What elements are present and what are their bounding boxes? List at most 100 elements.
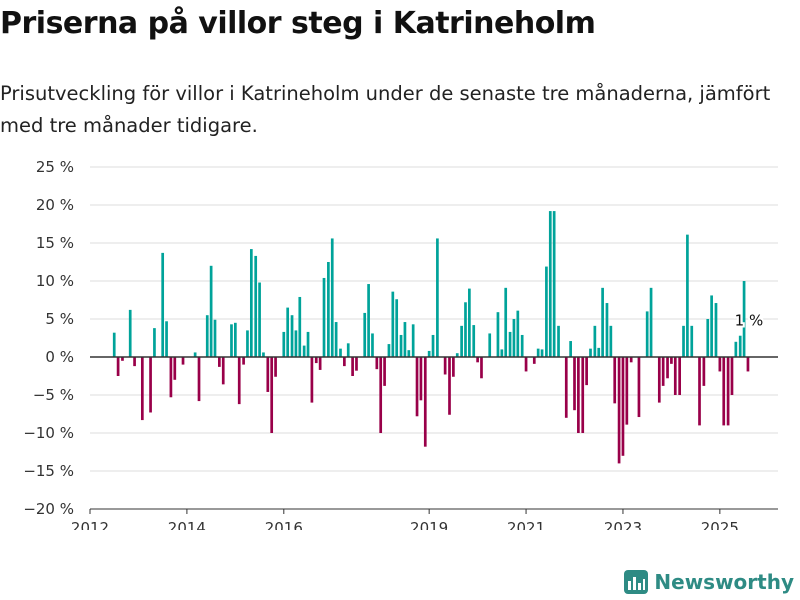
bar-negative bbox=[564, 357, 568, 418]
bar-negative bbox=[452, 357, 455, 377]
y-axis-ticks: −20 % −15 % −10 % −5 % 0 % 5 % 10 % 15 % 20 % 25 … bbox=[23, 158, 74, 518]
x-tick-label: 2016 bbox=[265, 519, 303, 530]
bar-negative bbox=[173, 357, 177, 380]
bar-positive bbox=[254, 255, 258, 357]
x-tick-label: 2012 bbox=[71, 519, 109, 530]
bar-positive bbox=[500, 349, 504, 357]
bar-positive bbox=[205, 315, 209, 357]
y-tick-label: −15 % bbox=[23, 462, 74, 480]
bar-negative bbox=[116, 357, 120, 376]
bar-positive bbox=[258, 282, 261, 357]
bar-negative bbox=[476, 357, 479, 363]
bar-positive bbox=[112, 332, 116, 357]
bar-positive bbox=[742, 281, 746, 357]
bar-negative bbox=[270, 357, 274, 433]
bar-positive bbox=[363, 312, 367, 357]
bar-negative bbox=[670, 357, 673, 364]
bar-positive bbox=[427, 350, 431, 357]
bar-negative bbox=[355, 357, 358, 371]
bar-negative bbox=[629, 357, 633, 363]
bar-positive bbox=[330, 238, 334, 357]
y-tick-label: −10 % bbox=[23, 424, 74, 442]
bar-positive bbox=[460, 325, 463, 357]
bar-positive bbox=[609, 325, 613, 357]
bar-positive bbox=[520, 334, 524, 357]
bar-negative bbox=[181, 357, 185, 365]
bar-negative bbox=[121, 357, 124, 361]
bar-negative bbox=[617, 357, 621, 464]
x-axis-ticks: 2012 2014 2016 2019 2021 2023 2025 bbox=[71, 509, 739, 530]
bar-positive bbox=[552, 211, 556, 357]
bar-negative bbox=[419, 357, 423, 401]
bar-negative bbox=[746, 357, 750, 372]
bar-positive bbox=[249, 249, 253, 357]
bar-negative bbox=[375, 357, 379, 370]
bar-positive bbox=[302, 345, 306, 357]
bar-negative bbox=[726, 357, 730, 426]
bar-positive bbox=[548, 211, 552, 357]
bar-positive bbox=[391, 291, 395, 357]
y-tick-label: 25 % bbox=[36, 158, 74, 176]
bar-negative bbox=[423, 357, 427, 447]
y-tick-label: −5 % bbox=[33, 386, 74, 404]
bar-chart-logo-icon bbox=[624, 570, 649, 594]
bar-negative bbox=[197, 357, 201, 402]
bar-negative bbox=[637, 357, 641, 418]
bar-positive bbox=[569, 341, 572, 357]
bar-negative bbox=[448, 357, 451, 415]
newsworthy-brand: Newsworthy bbox=[624, 570, 794, 594]
bar-positive bbox=[464, 302, 467, 357]
bar-positive bbox=[298, 296, 302, 357]
bar-positive bbox=[738, 335, 742, 357]
bar-negative bbox=[169, 357, 173, 398]
bar-negative bbox=[379, 357, 383, 433]
bar-positive bbox=[686, 234, 689, 357]
bar-negative bbox=[343, 357, 346, 367]
axes bbox=[90, 356, 778, 510]
bar-positive bbox=[710, 295, 713, 357]
bar-positive bbox=[153, 328, 156, 357]
bar-negative bbox=[383, 357, 386, 386]
bar-positive bbox=[436, 238, 439, 357]
bar-negative bbox=[415, 357, 419, 417]
bar-positive bbox=[387, 344, 391, 357]
bar-positive bbox=[411, 324, 415, 357]
bar-negative bbox=[318, 357, 322, 370]
bar-positive bbox=[395, 299, 399, 357]
bar-positive bbox=[234, 322, 237, 357]
x-tick-label: 2014 bbox=[168, 519, 206, 530]
y-tick-label: 5 % bbox=[45, 310, 74, 328]
bar-positive bbox=[346, 343, 350, 357]
chart-title: Priserna på villor steg i Katrineholm bbox=[0, 6, 596, 41]
bar-positive bbox=[367, 284, 370, 357]
bar-negative bbox=[351, 357, 354, 376]
bar-positive bbox=[706, 319, 710, 357]
bar-negative bbox=[221, 357, 225, 385]
bar-negative bbox=[577, 357, 580, 433]
bar-negative bbox=[314, 357, 318, 364]
bar-positive bbox=[536, 348, 540, 357]
bar-negative bbox=[613, 357, 617, 404]
bar-positive bbox=[649, 287, 653, 357]
annotations: 1 % bbox=[733, 309, 766, 331]
bar-positive bbox=[516, 310, 520, 357]
bar-positive bbox=[290, 315, 294, 357]
bar-positive bbox=[593, 325, 597, 357]
bar-negative bbox=[133, 357, 136, 367]
y-tick-label: −20 % bbox=[23, 500, 74, 518]
bar-positive bbox=[339, 348, 342, 357]
bar-negative bbox=[310, 357, 314, 403]
bar-positive bbox=[508, 331, 512, 357]
bar-positive bbox=[714, 303, 718, 357]
bar-negative bbox=[718, 357, 722, 372]
y-tick-label: 10 % bbox=[36, 272, 74, 290]
bar-positive bbox=[371, 333, 374, 357]
bar-positive bbox=[165, 321, 168, 357]
bar-negative bbox=[573, 357, 576, 411]
bar-positive bbox=[306, 331, 310, 357]
bar-positive bbox=[286, 307, 290, 357]
bar-positive bbox=[282, 331, 286, 357]
bar-positive bbox=[399, 334, 403, 357]
bar-positive bbox=[504, 287, 508, 357]
bar-positive bbox=[193, 352, 197, 357]
